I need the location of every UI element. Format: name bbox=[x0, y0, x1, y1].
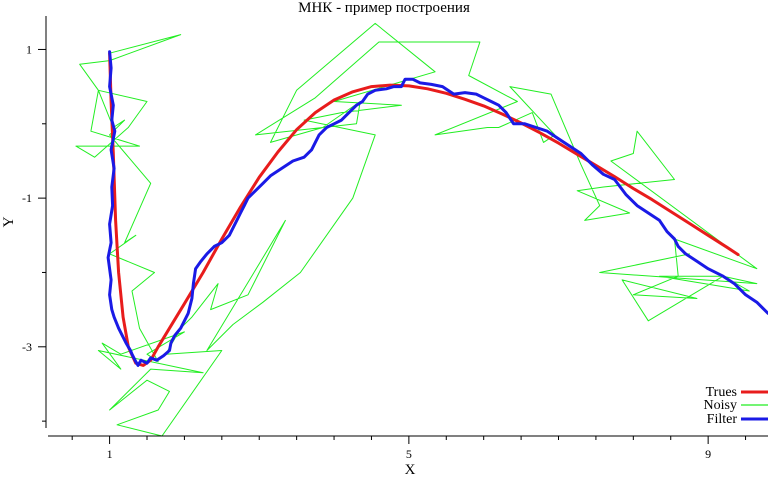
series-line-noisy bbox=[75, 22, 758, 437]
y-tick-label: -3 bbox=[22, 340, 32, 354]
chart-title: МНК - пример построения bbox=[298, 0, 470, 16]
x-tick-label: 5 bbox=[406, 447, 412, 461]
y-tick-label: 1 bbox=[26, 42, 32, 56]
y-axis-label: Y bbox=[1, 216, 17, 227]
x-axis-label: X bbox=[405, 462, 416, 478]
legend-label-filter: Filter bbox=[707, 412, 738, 427]
legend-label-noisy: Noisy bbox=[704, 398, 737, 413]
legend: Trues Noisy Filter bbox=[704, 385, 768, 427]
series-layer bbox=[75, 22, 768, 437]
x-tick-label: 9 bbox=[705, 447, 711, 461]
y-tick-label: -1 bbox=[22, 191, 32, 205]
series-line-filter bbox=[106, 50, 768, 367]
x-tick-label: 1 bbox=[107, 447, 113, 461]
axis-layer: 1 5 9 1 -1 -3 bbox=[22, 42, 747, 461]
legend-label-trues: Trues bbox=[706, 385, 737, 400]
